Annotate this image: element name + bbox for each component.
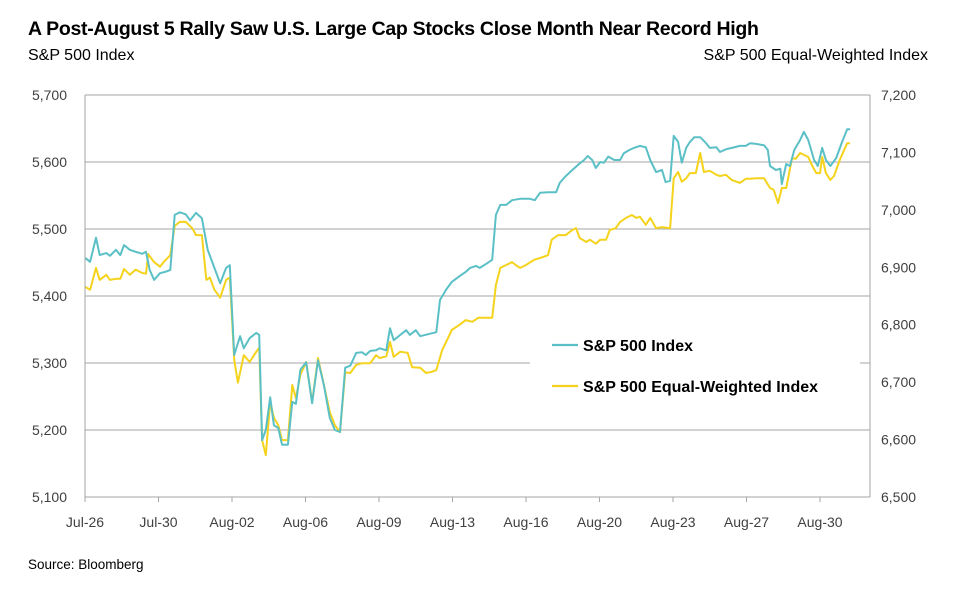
legend-background: [530, 318, 860, 408]
legend-label-sp500: S&P 500 Index: [583, 338, 693, 355]
left-y-tick-label: 5,400: [32, 288, 67, 304]
x-tick-label: Aug-27: [724, 514, 769, 530]
right-y-tick-label: 6,800: [881, 317, 916, 333]
legend-label-equal-weighted: S&P 500 Equal-Weighted Index: [583, 379, 818, 396]
source-note: Source: Bloomberg: [28, 557, 144, 572]
left-y-tick-label: 5,200: [32, 422, 67, 438]
x-tick-label: Jul-30: [139, 514, 177, 530]
x-tick-label: Aug-20: [577, 514, 622, 530]
left-y-tick-label: 5,300: [32, 355, 67, 371]
x-tick-label: Aug-06: [283, 514, 328, 530]
right-y-tick-label: 6,700: [881, 374, 916, 390]
right-y-tick-label: 7,200: [881, 87, 916, 103]
right-y-tick-label: 6,600: [881, 432, 916, 448]
x-tick-label: Aug-09: [356, 514, 401, 530]
right-y-tick-label: 6,500: [881, 489, 916, 505]
right-y-tick-label: 7,000: [881, 202, 916, 218]
x-tick-label: Aug-16: [503, 514, 548, 530]
x-tick-label: Jul-26: [66, 514, 104, 530]
series-line-sp500: [84, 128, 851, 446]
right-y-tick-label: 6,900: [881, 259, 916, 275]
left-y-tick-label: 5,600: [32, 154, 67, 170]
x-tick-label: Aug-02: [209, 514, 254, 530]
chart-title: A Post-August 5 Rally Saw U.S. Large Cap…: [28, 18, 759, 40]
right-y-tick-label: 7,100: [881, 144, 916, 160]
left-axis-title: S&P 500 Index: [28, 47, 135, 64]
x-tick-label: Aug-13: [430, 514, 475, 530]
x-tick-label: Aug-23: [650, 514, 695, 530]
x-tick-label: Aug-30: [797, 514, 842, 530]
left-y-tick-label: 5,100: [32, 489, 67, 505]
left-y-tick-label: 5,500: [32, 221, 67, 237]
series-line-equal-weighted: [84, 142, 851, 457]
left-y-tick-label: 5,700: [32, 87, 67, 103]
legend: S&P 500 Index S&P 500 Equal-Weighted Ind…: [552, 338, 818, 396]
right-axis-title: S&P 500 Equal-Weighted Index: [703, 47, 928, 64]
